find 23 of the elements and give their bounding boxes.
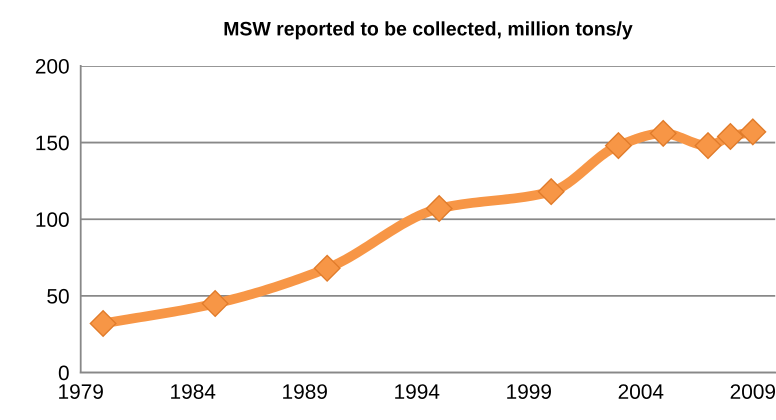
point: [426, 195, 453, 222]
x-tick-label: 2004: [618, 384, 664, 399]
point: [202, 290, 229, 318]
x-tick-label: 1999: [507, 384, 551, 399]
y-tick-label: 50: [47, 288, 69, 304]
x-tick-label: 1979: [59, 384, 103, 399]
y-tick-label: 100: [36, 212, 69, 227]
point: [314, 254, 341, 282]
x-tick-label: 1994: [395, 384, 440, 399]
point: [650, 120, 677, 147]
point: [538, 178, 565, 206]
x-tick-label: 1989: [283, 384, 327, 399]
point: [716, 122, 744, 150]
y-tick-label: 150: [36, 136, 69, 150]
point: [694, 132, 722, 160]
y-tick-label: 0: [58, 366, 69, 380]
point: [604, 132, 632, 160]
point: [90, 310, 117, 337]
chart-title: MSW reported to be collected, million tons/y: [224, 21, 633, 40]
x-tick-label: 1984: [171, 384, 216, 399]
point: [739, 118, 766, 146]
x-tick-label: 2009: [730, 384, 776, 399]
y-tick-label: 200: [36, 58, 69, 74]
